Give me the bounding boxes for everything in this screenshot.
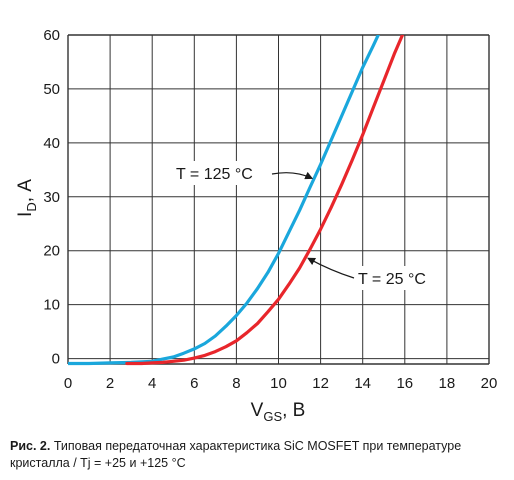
x-axis-label: VGS, В xyxy=(251,400,306,424)
caption-prefix: Рис. 2. xyxy=(10,439,51,453)
y-tick-label: 0 xyxy=(52,351,60,368)
x-tick-label: 12 xyxy=(312,375,329,392)
figure-caption: Рис. 2. Типовая передаточная характерист… xyxy=(10,438,506,472)
caption-text: Типовая передаточная характеристика SiC … xyxy=(10,439,462,470)
annotation-arrow-t125 xyxy=(271,171,314,180)
series-line-t25 xyxy=(125,35,405,366)
y-axis-label: ID, А xyxy=(15,179,39,217)
x-tick-label: 20 xyxy=(481,375,498,392)
tick-labels: 0 2 4 6 8 10 12 14 16 18 20 0 10 20 30 40 50 60 xyxy=(43,27,497,392)
chart-annotations: T = 125 °C T = 25 °C xyxy=(166,161,444,290)
y-tick-label: 20 xyxy=(43,243,60,260)
annotation-t125: T = 125 °C xyxy=(176,166,253,183)
x-tick-label: 2 xyxy=(106,375,114,392)
chart-grid xyxy=(67,34,490,365)
x-tick-label: 14 xyxy=(354,375,371,392)
x-tick-label: 10 xyxy=(270,375,287,392)
transfer-characteristic-chart: 0 2 4 6 8 10 12 14 16 18 20 0 10 20 30 40 50 60 T = 125 °… xyxy=(15,27,497,424)
x-tick-label: 8 xyxy=(232,375,240,392)
x-tick-label: 6 xyxy=(190,375,198,392)
x-tick-label: 0 xyxy=(64,375,72,392)
y-tick-label: 40 xyxy=(43,135,60,152)
x-tick-label: 18 xyxy=(439,375,456,392)
y-tick-label: 10 xyxy=(43,297,60,314)
annotation-t25: T = 25 °C xyxy=(358,271,426,288)
chart-series xyxy=(68,35,405,366)
x-tick-label: 4 xyxy=(148,375,156,392)
series-line-t125 xyxy=(68,35,381,366)
x-tick-label: 16 xyxy=(396,375,413,392)
annotation-arrow-t25 xyxy=(307,257,355,279)
y-tick-label: 50 xyxy=(43,81,60,98)
y-tick-label: 60 xyxy=(43,27,60,44)
y-tick-label: 30 xyxy=(43,189,60,206)
